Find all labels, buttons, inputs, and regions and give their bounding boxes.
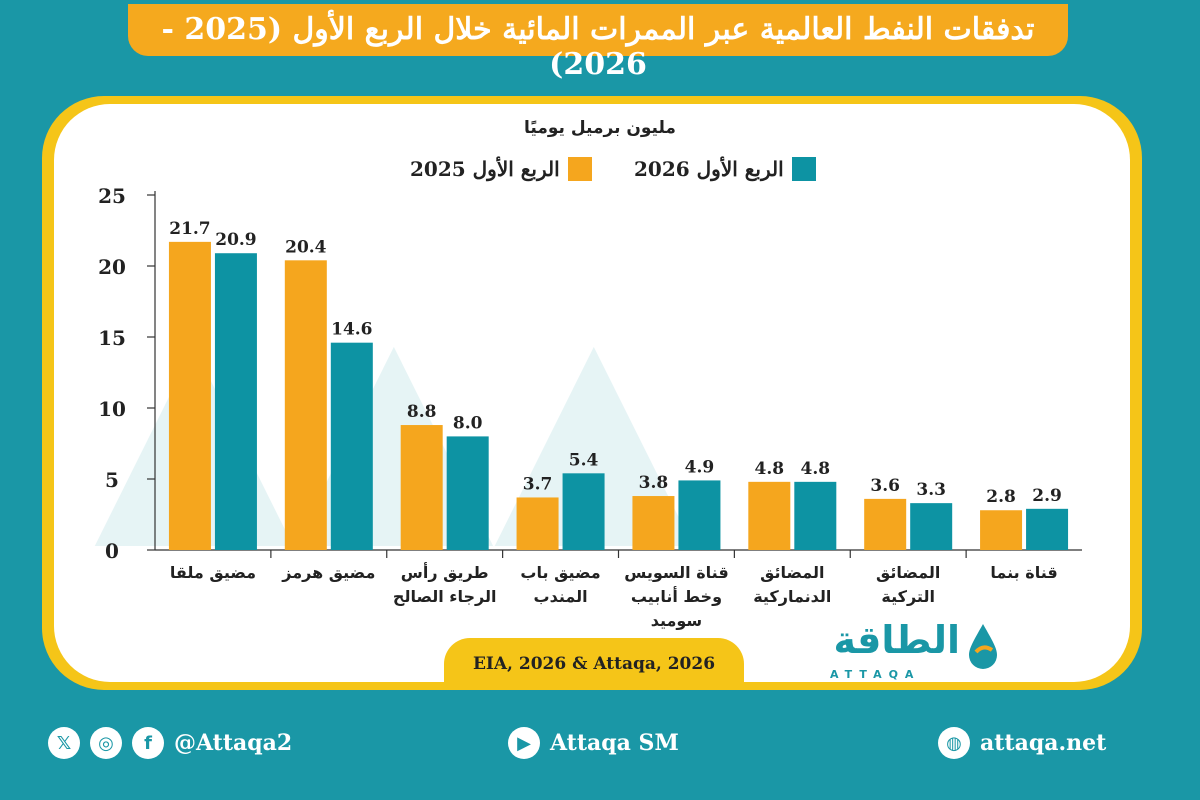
- x-tick-label: مضيق هرمز: [281, 563, 375, 582]
- legend-item-2026: الربع الأول 2026: [634, 157, 816, 181]
- bar-2025: [516, 497, 559, 550]
- data-label: 3.3: [916, 480, 946, 500]
- instagram-icon[interactable]: ◎: [90, 727, 122, 759]
- data-label: 3.6: [870, 476, 900, 496]
- data-label: 3.8: [639, 473, 669, 493]
- legend-swatch-2026: [791, 157, 816, 181]
- social-handle[interactable]: @Attaqa2: [174, 730, 293, 756]
- bar-2026: [562, 473, 605, 550]
- x-tick-label: المضائق: [876, 563, 940, 582]
- brand-name-latin: ATTAQA: [830, 668, 921, 681]
- source-tab: EIA, 2026 & Attaqa, 2026: [444, 638, 744, 690]
- legend-item-2025: الربع الأول 2025: [410, 157, 592, 181]
- bar-2026: [1026, 508, 1069, 550]
- y-tick-label: 20: [98, 255, 126, 279]
- bar-2025: [168, 241, 211, 551]
- y-tick-label: 10: [98, 397, 126, 421]
- bar-2025: [748, 481, 791, 550]
- legend-swatch-2025: [567, 157, 592, 181]
- bar-2026: [910, 503, 953, 550]
- website-link[interactable]: attaqa.net: [980, 730, 1107, 756]
- data-label: 20.9: [215, 230, 256, 250]
- bar-2025: [632, 496, 675, 550]
- drop-icon: [969, 624, 997, 669]
- source-text: EIA, 2026 & Attaqa, 2026: [472, 654, 716, 674]
- x-tick-label: المندب: [534, 587, 588, 606]
- footer-website: ◍ attaqa.net: [938, 727, 1106, 759]
- globe-icon[interactable]: ◍: [938, 727, 970, 759]
- bar-2026: [446, 436, 489, 550]
- brand-name-arabic: الطاقة: [833, 618, 960, 662]
- data-label: 21.7: [169, 219, 210, 239]
- x-tick-label: طريق رأس: [401, 562, 489, 582]
- data-label: 3.7: [523, 474, 553, 494]
- chart-title: تدفقات النفط العالمية عبر الممرات المائي…: [161, 12, 1035, 82]
- bar-2025: [980, 510, 1023, 550]
- y-tick-label: 25: [98, 184, 126, 208]
- data-label: 5.4: [569, 450, 599, 470]
- x-tick-label: وخط أنابيب: [631, 586, 722, 606]
- x-tick-label: قناة بنما: [990, 563, 1057, 582]
- legend-label-2026: الربع الأول 2026: [634, 157, 784, 181]
- footer-social: 𝕏 ◎ f @Attaqa2: [48, 727, 292, 759]
- title-bar: تدفقات النفط العالمية عبر الممرات المائي…: [128, 4, 1068, 82]
- bar-2026: [330, 342, 373, 550]
- bar-2025: [864, 498, 907, 550]
- youtube-icon[interactable]: ▶: [508, 727, 540, 759]
- data-label: 4.8: [801, 459, 831, 479]
- data-label: 4.8: [755, 459, 785, 479]
- bar-2026: [678, 480, 721, 550]
- legend-label-2025: الربع الأول 2025: [410, 157, 560, 181]
- y-tick-label: 5: [105, 468, 119, 492]
- x-tick-label: سوميد: [651, 611, 702, 630]
- bar-2025: [284, 260, 327, 550]
- data-label: 2.8: [986, 487, 1016, 507]
- x-tick-label: الرجاء الصالح: [393, 587, 497, 606]
- data-label: 20.4: [285, 237, 327, 257]
- y-tick-label: 15: [98, 326, 126, 350]
- bar-2025: [400, 425, 443, 550]
- x-tick-label: المضائق: [760, 563, 824, 582]
- unit-label: مليون برميل يوميًا: [524, 118, 676, 138]
- data-label: 4.9: [685, 457, 715, 477]
- bar-2026: [214, 253, 257, 550]
- footer-youtube: ▶ Attaqa SM: [508, 727, 679, 759]
- data-label: 8.0: [453, 413, 483, 433]
- x-tick-label: قناة السويس: [624, 563, 728, 582]
- facebook-icon[interactable]: f: [132, 727, 164, 759]
- brand-logo: الطاقة ATTAQA: [810, 618, 1000, 688]
- bar-2026: [794, 481, 837, 550]
- x-icon[interactable]: 𝕏: [48, 727, 80, 759]
- x-tick-label: التركية: [881, 587, 935, 606]
- youtube-channel[interactable]: Attaqa SM: [550, 730, 679, 756]
- data-label: 2.9: [1032, 486, 1062, 506]
- x-tick-label: مضيق ملقا: [170, 563, 256, 582]
- x-tick-label: الدنماركية: [753, 587, 831, 606]
- data-label: 8.8: [407, 402, 437, 422]
- y-tick-label: 0: [105, 539, 119, 563]
- x-tick-label: مضيق باب: [520, 563, 600, 582]
- data-label: 14.6: [331, 320, 372, 340]
